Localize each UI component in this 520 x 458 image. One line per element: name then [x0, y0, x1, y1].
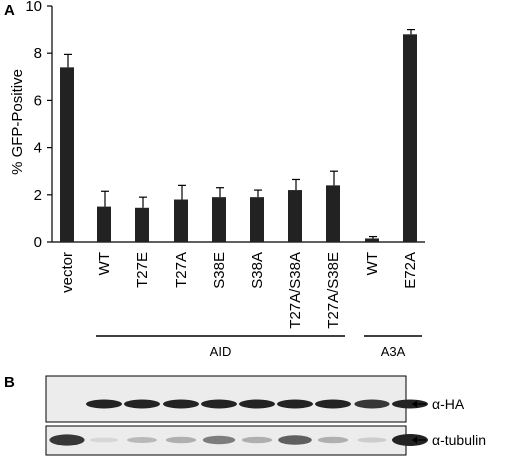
- bar: [60, 67, 74, 242]
- y-tick-label: 8: [34, 45, 42, 62]
- y-tick-label: 10: [25, 0, 42, 15]
- band-arrow-head: [412, 436, 417, 444]
- x-tick-label: WT: [96, 252, 113, 275]
- x-tick-label: E72A: [402, 252, 419, 289]
- panel-b-letter: B: [4, 374, 15, 391]
- x-tick-label: WT: [364, 252, 381, 275]
- band-label: α-HA: [432, 396, 465, 412]
- blot-band: [354, 399, 390, 409]
- group-label: AID: [210, 344, 232, 359]
- panel-a-letter: A: [4, 2, 15, 19]
- bar: [97, 206, 111, 242]
- x-tick-label: S38A: [249, 252, 266, 289]
- blot-band: [202, 435, 236, 445]
- blot-band: [357, 437, 387, 443]
- blot-band: [163, 399, 199, 409]
- blot-band: [241, 436, 273, 444]
- bar: [326, 185, 340, 242]
- y-tick-label: 0: [34, 234, 42, 251]
- blot-band: [201, 399, 237, 409]
- blot-strip: [45, 375, 407, 423]
- group-label: A3A: [381, 344, 406, 359]
- y-tick-label: 6: [34, 92, 42, 109]
- blot-band: [86, 399, 122, 409]
- bar: [365, 238, 379, 242]
- bar: [174, 199, 188, 242]
- x-tick-label: T27A/S38A: [287, 252, 304, 329]
- blot-band: [165, 436, 197, 444]
- x-tick-label: T27E: [134, 252, 151, 288]
- blot-band: [278, 435, 312, 445]
- blot-band: [49, 434, 85, 446]
- blot-band: [392, 434, 428, 446]
- blot-band: [317, 436, 349, 444]
- y-tick-label: 4: [34, 140, 42, 157]
- x-tick-label: S38E: [211, 252, 228, 289]
- x-tick-label: T27A: [173, 252, 190, 288]
- blot-band: [315, 399, 351, 409]
- bar: [403, 34, 417, 242]
- band-arrow-head: [412, 400, 417, 408]
- y-axis-label: % GFP-Positive: [9, 69, 26, 175]
- bar: [135, 207, 149, 242]
- bar: [212, 197, 226, 242]
- blot-band: [89, 437, 119, 443]
- blot-band: [392, 399, 428, 409]
- bar: [250, 197, 264, 242]
- blot-band: [127, 437, 157, 443]
- blot-band: [124, 399, 160, 409]
- y-tick-label: 2: [34, 187, 42, 204]
- x-tick-label: T27A/S38E: [325, 252, 342, 329]
- blot-band: [239, 399, 275, 409]
- blot-band: [277, 399, 313, 409]
- bar: [288, 190, 302, 242]
- band-label: α-tubulin: [432, 432, 486, 448]
- x-tick-label: vector: [59, 252, 76, 293]
